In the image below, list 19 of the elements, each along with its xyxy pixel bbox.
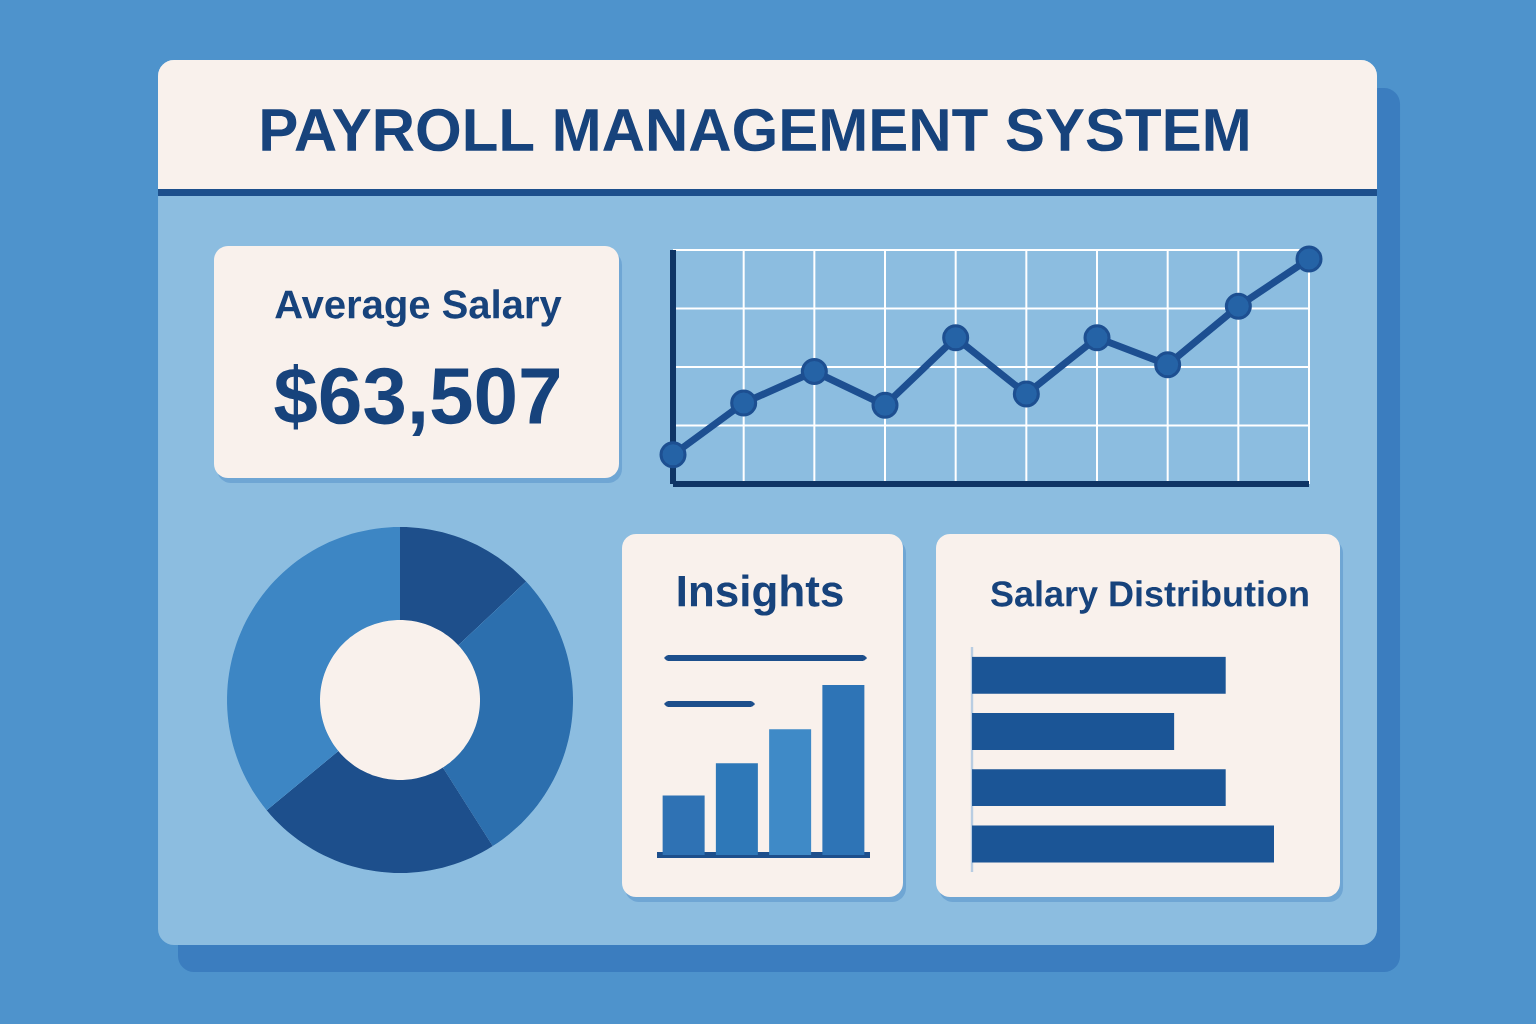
text: PAYROLL MANAGEMENT SYSTEM (262, 108, 1248, 152)
bar (662, 795, 705, 855)
point (942, 324, 970, 352)
point (1083, 324, 1111, 352)
point (1295, 245, 1323, 273)
point (730, 389, 758, 417)
text: Average Salary (275, 289, 562, 327)
chart-title: Salary Distribution (991, 580, 1308, 614)
point (1012, 380, 1040, 408)
point (1154, 351, 1182, 379)
point (871, 391, 899, 419)
bar (822, 685, 865, 855)
point (659, 441, 687, 469)
point (800, 358, 828, 385)
bar (715, 763, 758, 855)
point (1224, 292, 1252, 320)
text: $63,507 (274, 364, 560, 436)
chart-title: Insights (678, 574, 843, 616)
bar (769, 729, 812, 855)
